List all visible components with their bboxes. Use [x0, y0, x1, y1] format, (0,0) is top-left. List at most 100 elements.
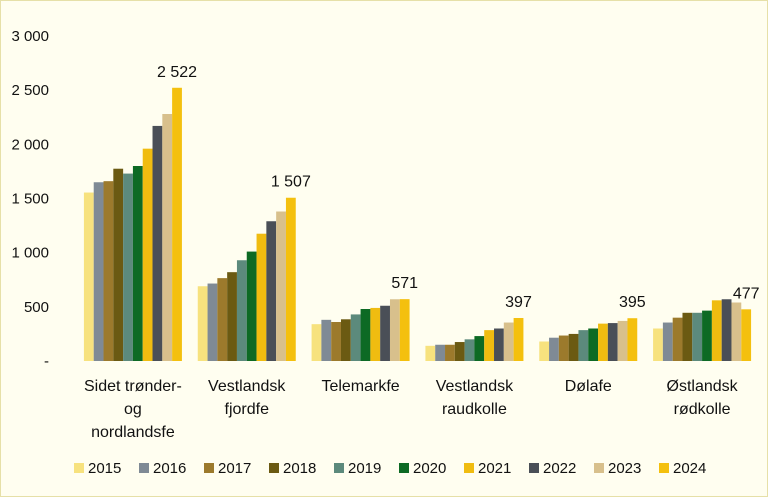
bar-2017 [217, 278, 228, 362]
legend-swatch [659, 463, 669, 473]
legend-label: 2020 [413, 460, 446, 477]
bar-2022 [721, 299, 732, 361]
bar-2017 [103, 181, 114, 361]
x-category-label: Sidet trønder- [84, 378, 182, 395]
bar-2018 [340, 319, 351, 361]
bar-2019 [123, 173, 133, 361]
data-label: 395 [619, 294, 646, 311]
y-axis: - 500 1 000 1 500 2 000 2 500 3 000 [11, 28, 49, 370]
bar-2020 [132, 166, 143, 361]
bar-2017 [672, 317, 683, 361]
bar-2019 [578, 330, 589, 362]
bar-2015 [653, 328, 663, 361]
x-axis: Sidet trønder-og nordlandsfe Vestlandsk fjo… [84, 378, 739, 441]
bar-2016 [93, 182, 104, 361]
data-label: 571 [391, 275, 418, 292]
x-category-label: Telemarkfe [321, 378, 399, 395]
bar-2016 [549, 337, 559, 361]
bar-2024 [285, 197, 296, 361]
bar-2024 [741, 309, 752, 361]
legend-swatch [269, 463, 279, 473]
y-tick-label: - [44, 353, 49, 370]
bar-2016 [207, 283, 218, 361]
data-label: 2 522 [157, 64, 197, 81]
bar-2018 [568, 333, 579, 361]
legend-swatch [139, 463, 149, 473]
legend-label: 2019 [348, 460, 381, 477]
x-category-label: og [124, 401, 142, 418]
bar-2015 [83, 192, 94, 361]
x-category-label: nordlandsfe [91, 424, 175, 441]
bar-2019 [350, 314, 361, 361]
bar-2017 [445, 344, 455, 361]
bar-2020 [360, 309, 371, 361]
x-category-label: Dølafe [565, 378, 612, 395]
legend-label: 2022 [543, 460, 576, 477]
x-category-label: Vestlandsk [436, 378, 514, 395]
bar-2019 [692, 312, 703, 361]
legend-label: 2024 [673, 460, 706, 477]
legend-label: 2023 [608, 460, 641, 477]
bar-2015 [539, 341, 550, 361]
bar-2018 [454, 342, 465, 361]
bar-2024 [627, 318, 638, 361]
legend-swatch [204, 463, 214, 473]
bar-2020 [702, 310, 712, 362]
legend-swatch [594, 463, 604, 473]
bar-2019 [464, 339, 475, 361]
x-category-label: rødkolle [674, 401, 731, 418]
bar-2018 [113, 168, 124, 361]
bar-2016 [435, 344, 446, 361]
x-category-label: Vestlandsk [208, 378, 286, 395]
legend: 2015 2016 2017 2018 2019 2020 2021 2022 2023 2024 [74, 460, 706, 477]
bar-2022 [152, 125, 163, 361]
bar-2020 [246, 251, 257, 361]
y-tick-label: 1 500 [11, 191, 49, 208]
x-category-label: raudkolle [442, 401, 507, 418]
bar-2015 [197, 286, 208, 361]
bar-2021 [142, 148, 153, 361]
legend-swatch [399, 463, 409, 473]
legend-label: 2017 [218, 460, 251, 477]
bar-2019 [236, 260, 247, 361]
legend-swatch [464, 463, 474, 473]
bar-2017 [558, 335, 569, 361]
bar-2020 [588, 328, 599, 361]
bar-2022 [494, 328, 504, 361]
bar-2024 [399, 299, 410, 361]
bar-2023 [731, 302, 742, 361]
bar-2016 [321, 319, 332, 361]
legend-label: 2021 [478, 460, 511, 477]
bar-2024 [513, 317, 524, 361]
bar-2021 [370, 307, 381, 361]
bar-2022 [266, 221, 277, 361]
x-category-label: fjordfe [225, 401, 270, 418]
legend-swatch [529, 463, 539, 473]
y-tick-label: 500 [24, 299, 49, 316]
bar-2023 [276, 211, 286, 361]
bar-2021 [484, 330, 495, 362]
bar-2016 [662, 322, 673, 361]
bar-2015 [311, 324, 322, 361]
data-labels-group: 2 522 1 507 571 397 395 477 [157, 64, 760, 311]
legend-label: 2015 [88, 460, 121, 477]
legend-label: 2016 [153, 460, 186, 477]
x-category-label: Østlandsk [667, 378, 739, 395]
bar-2023 [617, 320, 628, 361]
bar-2022 [607, 323, 618, 361]
bar-2024 [172, 87, 182, 361]
bar-2021 [598, 323, 608, 362]
y-tick-label: 3 000 [11, 28, 49, 45]
y-tick-label: 2 500 [11, 82, 49, 99]
bar-2015 [425, 345, 436, 361]
bar-2023 [389, 299, 400, 361]
legend-label: 2018 [283, 460, 316, 477]
bar-2023 [162, 114, 173, 361]
bar-2018 [227, 272, 237, 361]
data-label: 397 [505, 294, 532, 311]
y-tick-label: 1 000 [11, 245, 49, 262]
bar-2023 [503, 322, 514, 361]
bar-2018 [682, 312, 693, 361]
data-label: 1 507 [271, 174, 311, 191]
